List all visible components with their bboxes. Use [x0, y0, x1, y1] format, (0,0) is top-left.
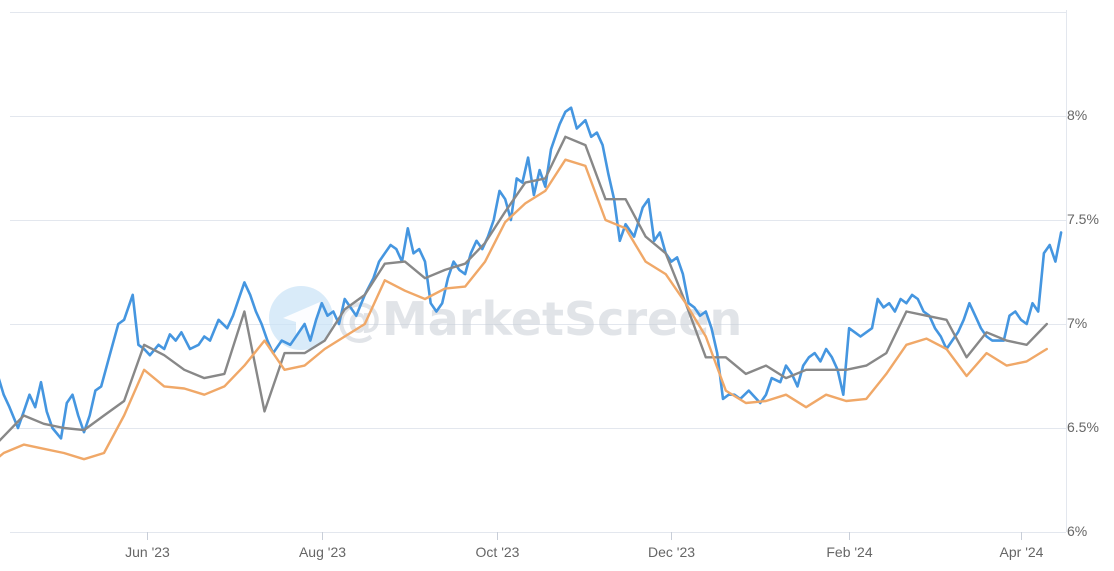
- y-tick-label: 7%: [1067, 315, 1087, 331]
- y-tick-label: 6.5%: [1067, 419, 1099, 435]
- series-line-2: [0, 135, 1049, 442]
- y-tick-label: 8%: [1067, 107, 1087, 123]
- x-tick-label: Feb '24: [826, 544, 872, 560]
- x-tick-label: Jun '23: [125, 544, 170, 560]
- y-tick-label: 7.5%: [1067, 211, 1099, 227]
- axes: 6% 6.5% 7% 7.5% 8% Jun '23 Aug '23 Oct '23 Dec '…: [125, 107, 1099, 560]
- series-lines: [0, 106, 1063, 461]
- watermark: @MarketScreen: [269, 286, 742, 350]
- x-tick-label: Aug '23: [299, 544, 346, 560]
- x-tick-label: Apr '24: [1000, 544, 1044, 560]
- x-tick-label: Dec '23: [648, 544, 695, 560]
- watermark-text: @MarketScreen: [336, 292, 742, 346]
- grid-lines: [10, 10, 1067, 533]
- x-tick-label: Oct '23: [476, 544, 520, 560]
- telegram-plane-icon: [283, 302, 320, 336]
- series-line-3: [0, 158, 1049, 461]
- series-line-1: [0, 106, 1063, 440]
- y-tick-label: 6%: [1067, 523, 1087, 539]
